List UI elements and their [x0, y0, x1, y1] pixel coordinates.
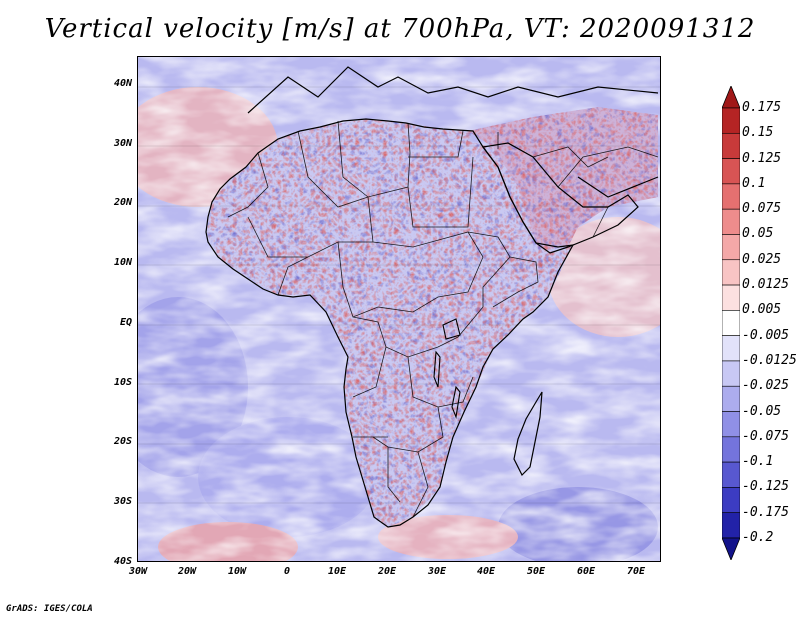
colorbar-segment	[722, 436, 740, 463]
lat-label-10s: 10S	[113, 377, 132, 388]
colorbar-segment	[722, 234, 740, 261]
lon-label-20w: 20W	[177, 566, 197, 577]
colorbar-segment	[722, 411, 740, 438]
country-borders	[227, 120, 659, 518]
colorbar-label: -0.075	[742, 428, 789, 444]
lon-label-0: 0	[283, 566, 291, 577]
map-panel[interactable]	[137, 56, 661, 562]
colorbar-label: 0.0125	[742, 277, 789, 293]
colorbar-label: -0.1	[742, 454, 774, 470]
colorbar-segment	[722, 385, 740, 412]
colorbar-segment	[722, 158, 740, 185]
europe-coastline	[247, 66, 659, 114]
lon-label-10w: 10W	[227, 566, 247, 577]
lon-label-10e: 10E	[327, 566, 347, 577]
colorbar-segment	[722, 183, 740, 210]
lat-label-20n: 20N	[113, 197, 132, 208]
colorbar-label: -0.0125	[742, 352, 797, 368]
colorbar-label: -0.05	[742, 403, 782, 419]
colorbar-bottom-arrow	[722, 537, 740, 560]
colorbar-label: -0.025	[742, 378, 789, 394]
grads-credit: GrADS: IGES/COLA	[6, 604, 93, 614]
colorbar-label: 0.1	[742, 175, 766, 191]
colorbar-segment	[722, 310, 740, 336]
colorbar-segment	[722, 360, 740, 387]
arabian-peninsula-coastline	[481, 142, 639, 254]
lat-label-eq: EQ	[119, 317, 132, 328]
colorbar-label: 0.05	[742, 226, 774, 242]
colorbar-segment	[722, 259, 740, 286]
colorbar-label: -0.2	[742, 530, 774, 545]
lat-label-40s: 40S	[113, 556, 132, 567]
colorbar-label: -0.175	[742, 504, 789, 520]
lon-label-30w: 30W	[128, 566, 148, 577]
graticule	[138, 86, 660, 504]
lon-label-70e: 70E	[626, 566, 646, 577]
colorbar-segment	[722, 208, 740, 235]
colorbar-label: 0.15	[742, 125, 774, 141]
lon-label-20e: 20E	[377, 566, 397, 577]
persian-gulf-coastline	[577, 176, 659, 198]
colorbar-label: 0.125	[742, 150, 782, 166]
lon-label-50e: 50E	[526, 566, 546, 577]
colorbar-label: -0.005	[742, 327, 789, 343]
colorbar-label: 0.075	[742, 201, 782, 217]
colorbar-label: -0.125	[742, 479, 789, 495]
colorbar-segment	[722, 335, 740, 362]
madagascar-coastline	[513, 391, 543, 477]
colorbar-segment	[722, 132, 740, 159]
colorbar-label: 0.025	[742, 251, 782, 267]
colorbar-top-arrow	[722, 86, 740, 109]
colorbar	[722, 86, 740, 560]
lat-label-20s: 20S	[113, 436, 132, 447]
lat-label-30s: 30S	[113, 496, 132, 507]
great-lakes	[433, 318, 461, 420]
colorbar-label: 0.005	[742, 302, 782, 318]
lon-label-40e: 40E	[476, 566, 496, 577]
lat-label-40n: 40N	[113, 78, 132, 89]
colorbar-segment	[722, 107, 740, 134]
lon-label-60e: 60E	[576, 566, 596, 577]
colorbar-segment	[722, 461, 740, 488]
lat-label-30n: 30N	[113, 138, 132, 149]
colorbar-segment	[722, 487, 740, 514]
lat-label-10n: 10N	[113, 257, 132, 268]
colorbar-label: 0.175	[742, 100, 782, 115]
velocity-field-map	[138, 57, 660, 561]
map-title: Vertical velocity [m/s] at 700hPa, VT: 2…	[44, 14, 756, 44]
colorbar-segment	[722, 512, 740, 539]
lon-label-30e: 30E	[427, 566, 447, 577]
colorbar-segment	[722, 284, 740, 311]
africa-coastline	[205, 118, 575, 528]
coastlines	[205, 66, 659, 528]
